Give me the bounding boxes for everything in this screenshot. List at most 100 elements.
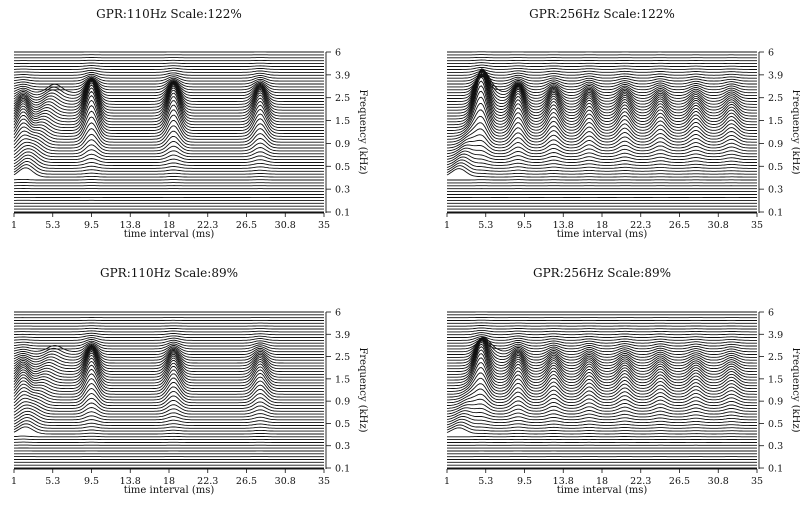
trace-line — [446, 162, 757, 172]
trace-line — [447, 70, 757, 76]
y-tick-label: 0.5 — [335, 162, 350, 173]
trace-line — [13, 350, 324, 375]
trace-line — [446, 150, 757, 161]
trace-line — [447, 69, 757, 97]
trace-line — [447, 353, 757, 384]
trace-line — [13, 69, 324, 73]
x-tick-label: 22.3 — [630, 220, 651, 231]
x-axis-label: time interval (ms) — [124, 485, 215, 496]
trace-line — [13, 116, 324, 140]
trace-line — [13, 347, 324, 367]
y-tick-label: 1.5 — [768, 116, 783, 127]
trace-line — [13, 110, 324, 137]
trace-line — [447, 372, 757, 395]
trace-line — [13, 342, 324, 350]
x-tick-label: 35 — [318, 476, 330, 487]
y-axis-label: Frequency (kHz) — [790, 347, 800, 432]
trace-line — [447, 329, 757, 333]
y-tick-label: 2.5 — [768, 93, 783, 104]
x-tick-label: 26.5 — [669, 220, 690, 231]
trace-line — [446, 421, 757, 429]
trace-line — [447, 76, 757, 120]
y-axis-label: Frequency (kHz) — [790, 89, 800, 174]
trace-line — [447, 66, 757, 70]
trace-line — [13, 368, 324, 392]
trace-line — [13, 78, 324, 91]
trace-line — [446, 424, 757, 432]
trace-line — [447, 346, 757, 378]
trace-line — [13, 71, 324, 76]
trace-line — [447, 76, 757, 91]
x-tick-label: 18 — [163, 476, 175, 487]
trace-line — [447, 72, 757, 79]
trace-line — [447, 62, 757, 65]
y-tick-label: 0.9 — [768, 139, 783, 150]
trace-line — [13, 84, 324, 120]
trace-line — [447, 343, 757, 375]
trace-line — [13, 435, 324, 438]
trace-line — [13, 157, 324, 169]
trace-line — [446, 410, 757, 418]
trace-line — [446, 168, 757, 178]
trace-line — [13, 337, 324, 341]
trace-line — [446, 403, 757, 412]
trace-line — [13, 76, 324, 85]
trace-line — [13, 79, 324, 111]
trace-line — [447, 339, 757, 367]
x-tick-label: 30.8 — [708, 220, 729, 231]
trace-line — [447, 340, 757, 350]
x-tick-label: 9.5 — [84, 476, 99, 487]
trace-line — [447, 75, 757, 88]
trace-line — [13, 404, 324, 415]
x-tick-label: 9.5 — [517, 220, 532, 231]
trace-line — [447, 68, 757, 102]
x-tick-label: 22.3 — [197, 220, 218, 231]
trace-line — [13, 154, 324, 166]
y-tick-label: 0.3 — [768, 185, 783, 196]
trace-line — [13, 420, 324, 429]
x-tick-label: 5.3 — [478, 476, 493, 487]
trace-line — [13, 346, 324, 361]
y-tick-label: 2.5 — [335, 93, 350, 104]
trace-line — [13, 79, 324, 97]
trace-line — [446, 153, 757, 163]
trace-line — [447, 96, 757, 131]
trace-line — [14, 62, 324, 65]
trace-line — [447, 357, 757, 387]
trace-line — [447, 337, 757, 344]
trace-line — [447, 332, 757, 336]
trace-line — [13, 340, 324, 347]
trace-line — [447, 68, 757, 105]
trace-line — [13, 95, 324, 129]
trace-line — [13, 138, 324, 152]
trace-line — [13, 357, 324, 384]
trace-line — [447, 69, 757, 99]
y-tick-label: 2.5 — [768, 352, 783, 363]
y-tick-label: 0.3 — [768, 441, 783, 452]
trace-line — [13, 388, 324, 404]
trace-line — [13, 401, 324, 412]
trace-line — [13, 360, 324, 387]
panel-256hz-89: GPR:256Hz Scale:89% 1 5.3 9.5 13.8 18 22.3 26.5… — [444, 266, 800, 496]
y-tick-label: 6 — [768, 308, 774, 319]
trace-line — [13, 167, 324, 178]
trace-line — [13, 423, 324, 432]
x-tick-label: 1 — [444, 476, 450, 487]
trace-line — [447, 128, 757, 146]
trace-line — [13, 325, 324, 327]
x-tick-label: 5.3 — [478, 220, 493, 231]
x-tick-label: 30.8 — [275, 220, 296, 231]
y-tick-label: 3.9 — [335, 70, 350, 81]
trace-line — [13, 346, 324, 364]
trace-line — [446, 159, 757, 169]
trace-line — [13, 417, 324, 426]
x-tick-label: 13.8 — [120, 476, 141, 487]
trace-line — [447, 337, 757, 358]
trace-line — [13, 413, 324, 424]
trace-line — [446, 144, 757, 155]
trace-line — [13, 344, 324, 355]
trace-line — [447, 383, 757, 401]
trace-line — [13, 133, 324, 149]
trace-line — [13, 178, 324, 181]
